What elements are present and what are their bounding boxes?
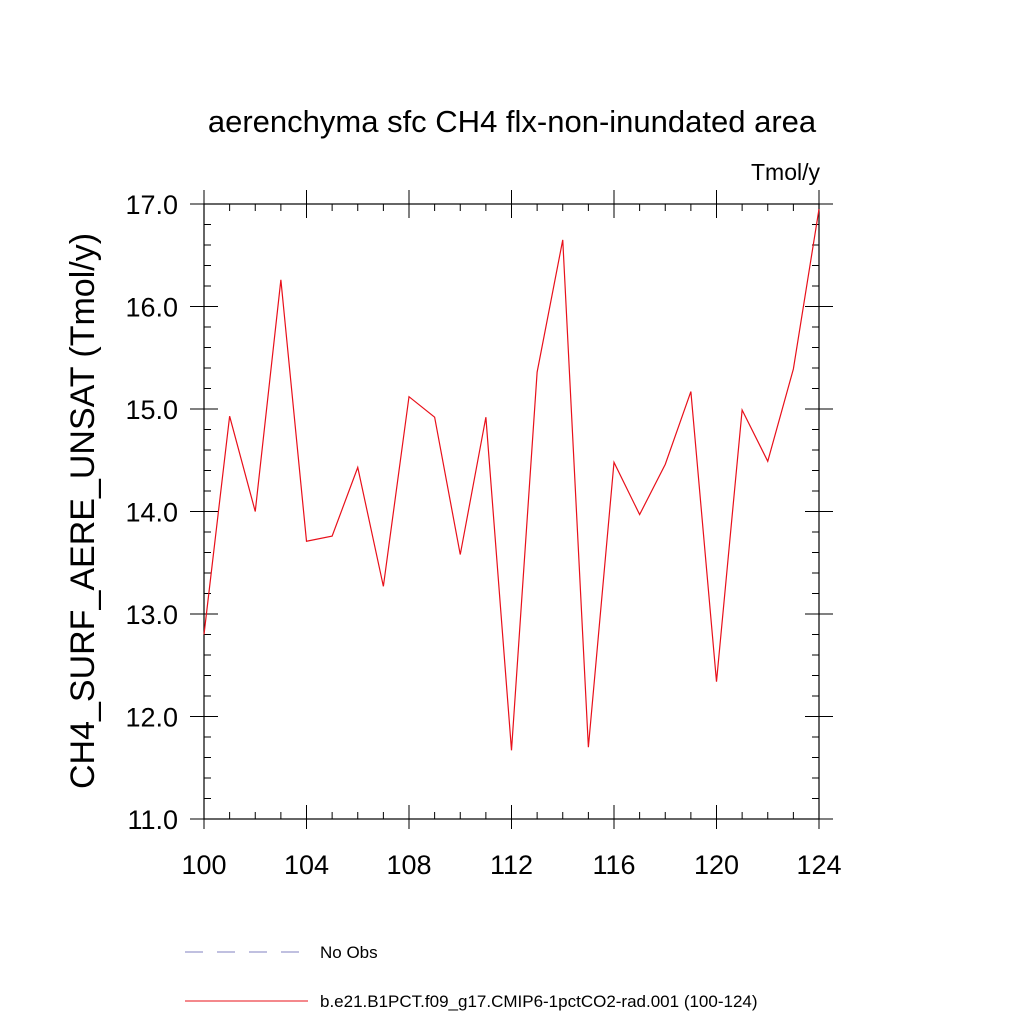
y-tick-label: 14.0 bbox=[125, 498, 178, 528]
x-tick-label: 104 bbox=[284, 850, 329, 880]
y-tick-label: 15.0 bbox=[125, 395, 178, 425]
x-tick-label: 100 bbox=[181, 850, 226, 880]
legend-label: b.e21.B1PCT.f09_g17.CMIP6-1pctCO2-rad.00… bbox=[320, 992, 758, 1011]
series-layer bbox=[203, 209, 820, 751]
series-line bbox=[203, 209, 820, 751]
legend-label: No Obs bbox=[320, 943, 378, 962]
y-tick-label: 12.0 bbox=[125, 703, 178, 733]
plot-frame bbox=[203, 203, 820, 820]
x-tick-label: 124 bbox=[796, 850, 841, 880]
y-tick-label: 13.0 bbox=[125, 600, 178, 630]
y-axis-label: CH4_SURF_AERE_UNSAT (Tmol/y) bbox=[64, 233, 102, 789]
y-tick-label: 11.0 bbox=[127, 805, 178, 835]
y-tick-label: 16.0 bbox=[125, 293, 178, 323]
chart-title: aerenchyma sfc CH4 flx-non-inundated are… bbox=[208, 104, 817, 139]
x-tick-label: 108 bbox=[386, 850, 431, 880]
x-tick-label: 120 bbox=[694, 850, 739, 880]
y-tick-labels: 11.0 12.0 13.0 14.0 15.0 16.0 17.0 bbox=[125, 190, 178, 835]
y-tick-label: 17.0 bbox=[125, 190, 178, 220]
x-tick-label: 116 bbox=[592, 850, 635, 880]
legend: No Obs b.e21.B1PCT.f09_g17.CMIP6-1pctCO2-… bbox=[185, 943, 758, 1011]
units-label: Tmol/y bbox=[751, 159, 821, 185]
major-ticks bbox=[190, 190, 833, 829]
minor-ticks bbox=[204, 204, 819, 819]
x-tick-labels: 100 104 108 112 116 120 124 bbox=[181, 850, 841, 880]
x-tick-label: 112 bbox=[490, 850, 533, 880]
